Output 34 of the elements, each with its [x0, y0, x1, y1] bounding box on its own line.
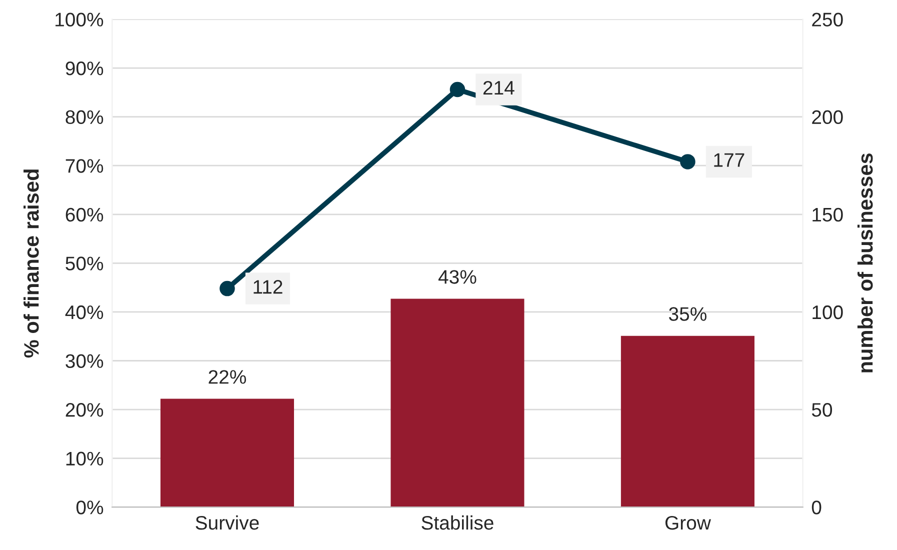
- y-tick-label: 0%: [76, 500, 104, 514]
- point: [680, 154, 696, 170]
- bar: [160, 398, 294, 508]
- y-tick-label: 100%: [56, 12, 104, 26]
- x-tick-label: Stabilise: [422, 515, 494, 530]
- y-tick-label: 90%: [66, 62, 104, 76]
- data-label: 35%: [668, 307, 706, 321]
- y-tick-label: 70%: [66, 159, 104, 173]
- y-tick-label: 50%: [66, 256, 104, 270]
- y2-tick-label: 200: [812, 110, 843, 124]
- data-label: 112: [254, 280, 282, 294]
- point: [220, 280, 235, 296]
- y-tick-label: 80%: [66, 110, 104, 124]
- y-tick-label: 60%: [66, 208, 104, 222]
- data-label: 22%: [208, 370, 246, 384]
- y2-tick-label: 250: [812, 12, 843, 26]
- y2-tick-label: 100: [812, 305, 843, 320]
- y2-tick-label: 150: [812, 208, 843, 222]
- y2-tick-label: 50: [812, 403, 832, 417]
- y-tick-label: 30%: [66, 354, 104, 368]
- data-label: 214: [483, 80, 514, 95]
- data-label: 43%: [438, 270, 476, 284]
- y-tick-label: 20%: [66, 403, 104, 417]
- x-tick-label: Grow: [665, 516, 711, 530]
- y-tick-label: 10%: [66, 452, 104, 466]
- y-axis-title: % of finance raised: [24, 170, 39, 358]
- bar: [390, 298, 524, 508]
- bar: [620, 336, 754, 508]
- data-label: 177: [714, 153, 744, 167]
- x-tick-label: Survive: [196, 515, 259, 530]
- y-tick-label: 40%: [65, 305, 104, 320]
- y2-axis-title: number of businesses: [857, 153, 873, 372]
- point: [450, 82, 466, 98]
- y2-tick-label: 0: [812, 500, 822, 514]
